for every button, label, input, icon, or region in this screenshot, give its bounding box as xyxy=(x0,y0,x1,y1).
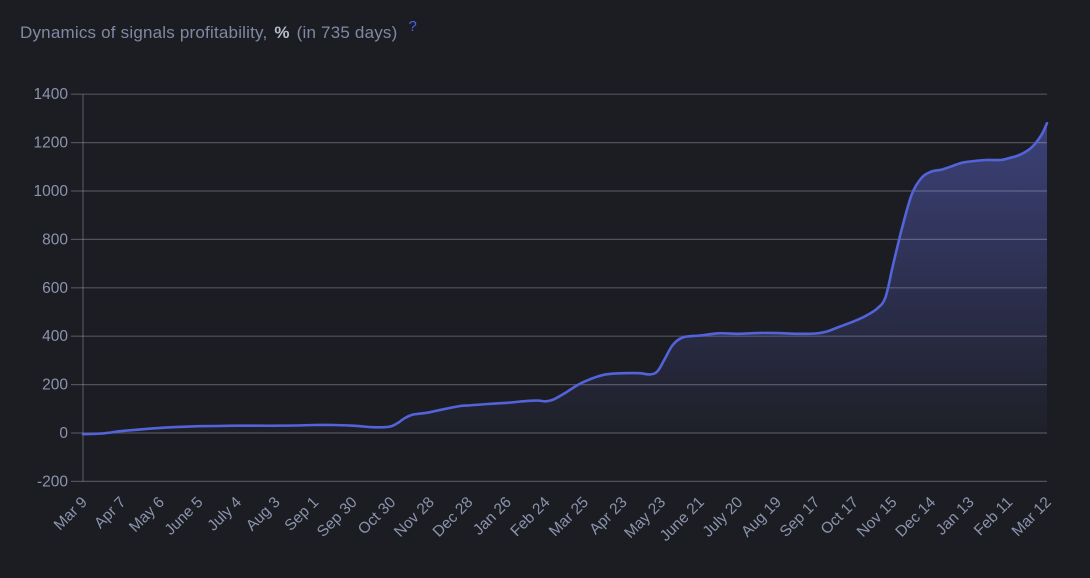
x-axis-label: Feb 11 xyxy=(971,494,1016,539)
x-axis-label: Mar 9 xyxy=(51,494,91,534)
x-axis-label: Mar 12 xyxy=(1009,494,1055,540)
y-axis-label: 600 xyxy=(42,280,68,297)
chart-title-percent: % xyxy=(274,23,290,42)
area-fill xyxy=(83,123,1047,435)
x-axis-label: Feb 24 xyxy=(507,494,553,540)
y-axis-label: 800 xyxy=(42,231,68,248)
chart-title-text: Dynamics of signals profitability, xyxy=(20,23,268,42)
y-axis-label: 1400 xyxy=(34,86,69,103)
x-axis-label: June 5 xyxy=(162,494,207,539)
x-axis-label: Sep 17 xyxy=(777,494,824,541)
x-axis-label: July 20 xyxy=(700,494,747,541)
x-axis-label: Jan 13 xyxy=(933,494,978,539)
x-axis-label: Jan 26 xyxy=(470,494,515,539)
series-line xyxy=(81,121,1049,436)
x-axis-label: Nov 15 xyxy=(854,494,901,541)
y-axis-label: 400 xyxy=(42,328,68,345)
y-axis-label: -200 xyxy=(37,473,68,490)
y-axis-label: 0 xyxy=(59,425,68,442)
x-axis-label: Aug 3 xyxy=(243,494,284,535)
x-axis-label: Dec 14 xyxy=(892,494,939,541)
x-axis-label: Mar 25 xyxy=(546,494,592,540)
x-axis-label: Aug 19 xyxy=(738,494,785,541)
chart-title-suffix: (in 735 days) xyxy=(296,23,398,42)
x-axis-label: July 4 xyxy=(204,494,245,535)
x-axis-label: Sep 30 xyxy=(314,494,361,541)
x-axis-label: Nov 28 xyxy=(391,494,438,541)
y-axis-label: 200 xyxy=(42,377,68,394)
chart-title: Dynamics of signals profitability, % (in… xyxy=(20,18,417,43)
x-axis-label: May 6 xyxy=(126,494,168,536)
y-axis-label: 1200 xyxy=(34,135,69,152)
x-axis-label: Dec 28 xyxy=(430,494,477,541)
help-icon[interactable]: ? xyxy=(408,18,417,35)
x-axis-label: Apr 7 xyxy=(91,494,129,532)
y-axis-label: 1000 xyxy=(34,183,69,200)
